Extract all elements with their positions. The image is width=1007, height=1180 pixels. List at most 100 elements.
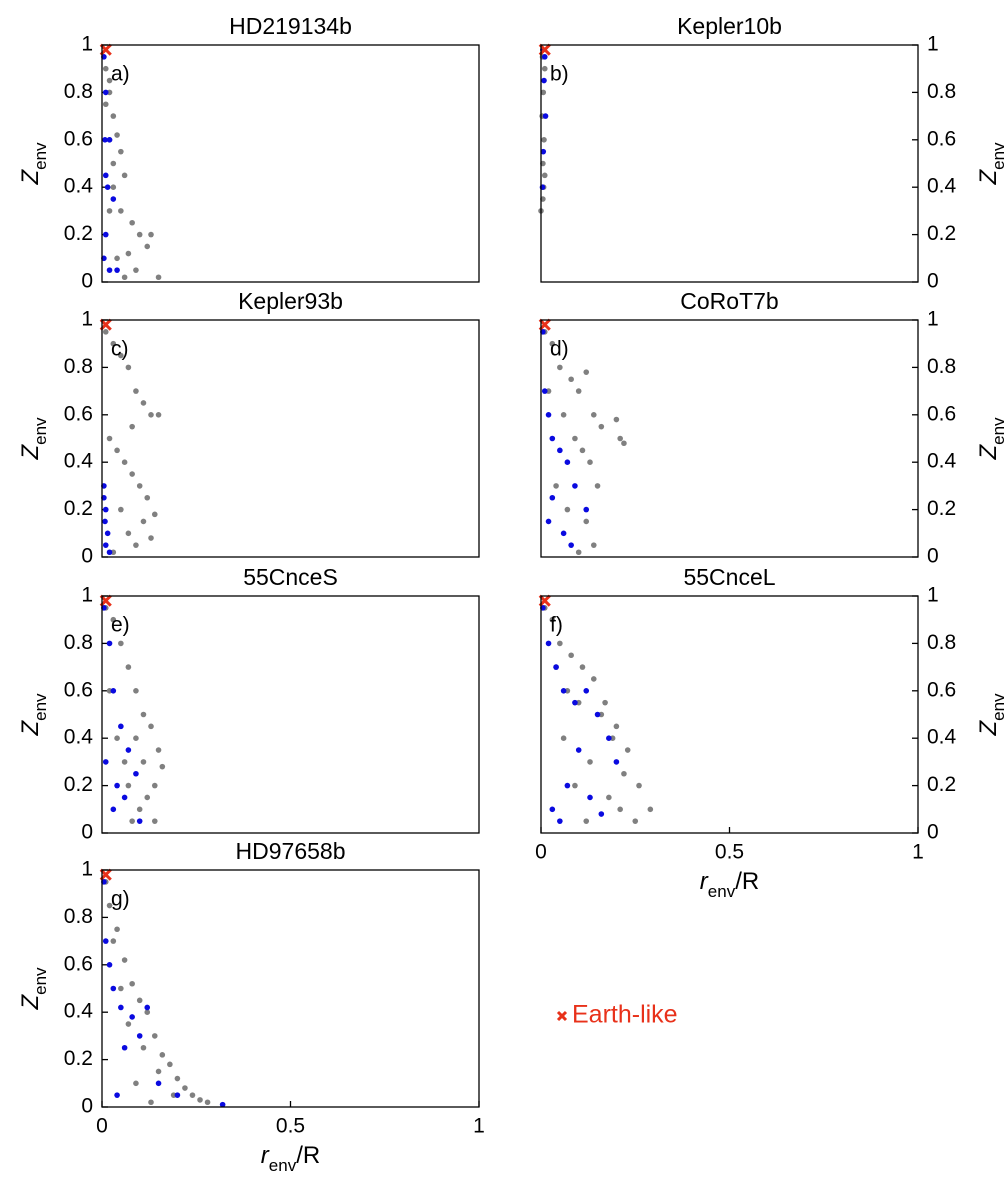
sample-point (118, 640, 124, 647)
axes-box (540, 319, 919, 558)
panel-label: d) (550, 338, 569, 361)
y-tick-label: 0 (81, 821, 93, 844)
sample-point (140, 711, 147, 718)
y-tick-label: 0.6 (64, 678, 93, 701)
sample-point (136, 806, 143, 813)
sample-point (121, 759, 128, 765)
subplot-title: 55CnceS (243, 564, 338, 590)
sample-point (568, 542, 574, 548)
sample-point (575, 549, 582, 556)
y-tick-label: 0.8 (64, 905, 93, 928)
sample-point (136, 1033, 143, 1039)
sample-point (159, 763, 166, 770)
sample-point (144, 494, 151, 501)
sample-point (590, 412, 597, 418)
sample-point (121, 957, 128, 963)
sample-point (136, 818, 143, 824)
sample-point (110, 938, 117, 944)
sample-point (118, 506, 124, 513)
sample-point (102, 137, 108, 143)
y-axis-label-part: Z (17, 169, 44, 186)
sample-point (118, 148, 124, 155)
sample-point (583, 518, 590, 525)
sample-point (572, 435, 578, 442)
sample-point (110, 985, 117, 992)
panel-label: c) (111, 338, 129, 361)
sample-point (102, 172, 109, 179)
sample-point (189, 1092, 196, 1098)
axes-box (540, 44, 919, 283)
sample-point (613, 723, 620, 730)
sample-point (572, 782, 578, 789)
sample-point (606, 794, 612, 801)
y-tick-label: 0.8 (927, 631, 956, 654)
sample-point (114, 267, 120, 273)
sample-point (148, 231, 154, 238)
sample-point (140, 1044, 147, 1051)
y-axis-label-part: env (989, 417, 1007, 445)
y-tick-label: 0.4 (927, 726, 957, 749)
sample-point (151, 782, 158, 789)
sample-point (125, 250, 132, 257)
panel-label: e) (111, 614, 130, 637)
sample-point (114, 132, 120, 138)
panel-label: b) (550, 63, 569, 86)
y-tick-label: 1 (927, 33, 939, 56)
y-tick-label: 1 (81, 33, 93, 56)
sample-point (133, 1080, 139, 1087)
sample-point (151, 1033, 158, 1039)
axes-box (101, 319, 480, 558)
sample-point (136, 483, 143, 489)
sample-point (133, 388, 139, 394)
sample-point (136, 231, 143, 238)
subplot-title: Kepler10b (677, 13, 782, 39)
y-tick-label: 0.6 (64, 952, 93, 975)
y-tick-label: 0.6 (64, 402, 93, 425)
sample-point (613, 759, 620, 765)
sample-point (621, 440, 627, 447)
x-axis-label-part: env (708, 882, 736, 901)
sample-point (549, 435, 556, 442)
x-tick-label: 0 (535, 841, 547, 864)
y-tick-label: 1 (81, 308, 93, 331)
sample-point (102, 759, 109, 765)
y-axis-label: Zenv (17, 142, 50, 186)
y-tick-label: 0.2 (64, 497, 93, 520)
sample-point (121, 794, 128, 801)
panel-label: a) (111, 63, 130, 86)
sample-point (583, 818, 590, 824)
sample-point (540, 89, 547, 96)
sample-point (540, 148, 547, 155)
subplot: Kepler10b 0 0.2 0.4 0.6 0.8 1 Zenv b) (538, 13, 1007, 293)
sample-point (568, 376, 574, 383)
subplot: HD219134b 0 0.2 0.4 0.6 0.8 1 Zenv a) (17, 13, 480, 293)
y-tick-label: 0.4 (64, 450, 94, 473)
y-axis-label: Zenv (17, 967, 50, 1011)
sample-point (602, 699, 608, 706)
sample-point (118, 208, 124, 214)
subplot-title: HD97658b (236, 838, 346, 864)
sample-point (144, 1009, 151, 1015)
subplot: Kepler93b 0 0.2 0.4 0.6 0.8 1 Zenv c) (17, 288, 480, 568)
sample-point (121, 1044, 128, 1051)
legend-marker (556, 1010, 568, 1022)
subplot-title: HD219134b (229, 13, 352, 39)
x-axis-label-part: /R (296, 1142, 320, 1169)
sample-point (102, 89, 109, 96)
axes-box (540, 595, 919, 834)
sample-point (575, 388, 582, 394)
sample-point (219, 1101, 226, 1108)
sample-point (579, 447, 586, 454)
y-tick-label: 0.4 (64, 175, 94, 198)
x-axis-label-part: r (700, 868, 709, 895)
axes-box (101, 595, 480, 834)
sample-point (549, 806, 556, 813)
y-tick-label: 0 (927, 821, 939, 844)
x-axis-label: renv/R (700, 868, 759, 901)
y-tick-label: 0 (81, 545, 93, 568)
panel-label: f) (550, 614, 563, 637)
x-axis-label-part: r (261, 1142, 270, 1169)
sample-point (587, 794, 593, 801)
y-axis-label-part: env (31, 693, 50, 721)
sample-point (155, 747, 162, 753)
